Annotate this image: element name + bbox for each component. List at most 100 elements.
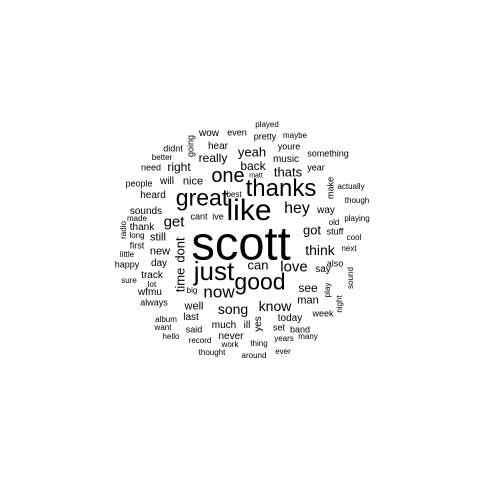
word-much: much	[211, 320, 237, 331]
word-think: think	[305, 242, 335, 258]
word-year: year	[307, 162, 325, 173]
word-will: will	[160, 176, 174, 187]
word-song: song	[217, 301, 249, 317]
word-sound: sound	[346, 267, 355, 289]
word-now: now	[203, 282, 235, 302]
word-know: know	[258, 298, 292, 314]
word-hear: hear	[207, 141, 229, 152]
word-see: see	[298, 281, 318, 295]
word-lot: lot	[147, 280, 157, 289]
word-pretty: pretty	[253, 131, 277, 142]
word-yes: yes	[253, 316, 264, 332]
word-work: work	[221, 340, 239, 349]
word-thought: thought	[198, 348, 226, 357]
word-last: last	[183, 312, 199, 323]
word-playing: playing	[344, 214, 370, 223]
word-new: new	[149, 245, 171, 258]
word-best: best	[226, 190, 242, 199]
word-cant: cant	[190, 211, 208, 222]
word-ill: ill	[243, 320, 251, 331]
word-always: always	[140, 297, 168, 308]
word-first: first	[129, 240, 145, 251]
word-wfmu: wfmu	[138, 287, 162, 298]
word-stuff: stuff	[326, 226, 344, 237]
word-today: today	[277, 313, 303, 324]
word-never: never	[218, 331, 244, 342]
word-scott: scott	[191, 216, 291, 270]
word-really: really	[198, 151, 228, 165]
word-like: like	[226, 194, 272, 227]
word-also: also	[326, 258, 344, 269]
word-said: said	[185, 324, 203, 335]
word-happy: happy	[114, 259, 140, 270]
word-old: old	[328, 218, 340, 227]
word-hello: hello	[162, 332, 180, 341]
word-heard: heard	[140, 190, 166, 201]
word-hey: hey	[284, 200, 310, 217]
word-set: set	[272, 322, 286, 333]
word-played: played	[255, 120, 279, 129]
word-matt: matt	[249, 172, 263, 180]
word-actually: actually	[337, 182, 365, 191]
word-play: play	[323, 282, 332, 298]
word-thanks: thanks	[245, 175, 317, 202]
word-want: want	[154, 323, 172, 332]
word-make: make	[325, 176, 336, 200]
word-record: record	[188, 336, 212, 345]
word-get: get	[163, 213, 185, 231]
word-around: around	[241, 351, 267, 360]
word-need: need	[140, 162, 162, 173]
word-ever: ever	[275, 347, 291, 356]
word-dont: dont	[172, 237, 188, 263]
word-man: man	[297, 294, 319, 307]
word-week: week	[312, 308, 334, 319]
word-made: made	[126, 214, 148, 223]
word-got: got	[302, 222, 322, 238]
word-big: big	[186, 286, 198, 295]
word-time: time	[172, 267, 188, 293]
word-way: way	[317, 205, 335, 216]
word-maybe: maybe	[282, 131, 308, 140]
word-wow: wow	[198, 128, 220, 139]
word-ive: ive	[212, 211, 224, 222]
word-album: album	[155, 315, 177, 324]
word-can: can	[247, 257, 269, 273]
word-great: great	[175, 184, 229, 211]
word-next: next	[341, 244, 357, 253]
word-day: day	[150, 258, 168, 269]
word-cool: cool	[346, 233, 362, 242]
word-well: well	[184, 300, 204, 313]
word-sure: sure	[121, 276, 137, 285]
word-many: many	[298, 332, 318, 341]
word-track: track	[141, 270, 163, 281]
word-back: back	[240, 159, 266, 173]
word-youre: youre	[277, 141, 301, 152]
word-radio: radio	[119, 221, 128, 239]
word-good: good	[234, 268, 286, 295]
word-years: years	[274, 334, 294, 343]
word-going: going	[185, 134, 196, 158]
word-night: night	[335, 295, 344, 313]
word-better: better	[151, 153, 173, 162]
word-say: say	[315, 264, 331, 275]
word-thing: thing	[250, 339, 268, 348]
word-didnt: didnt	[163, 143, 183, 154]
word-long: long	[129, 231, 145, 240]
word-something: something	[307, 148, 349, 159]
word-yeah: yeah	[237, 144, 267, 160]
word-just: just	[193, 256, 235, 286]
word-nice: nice	[182, 175, 204, 188]
word-one: one	[211, 165, 245, 187]
word-people: people	[125, 178, 153, 189]
word-thats: thats	[273, 164, 303, 180]
word-little: little	[119, 250, 135, 259]
word-right: right	[167, 160, 191, 174]
word-love: love	[280, 258, 308, 276]
word-though: though	[344, 196, 370, 205]
word-still: still	[150, 231, 166, 244]
word-band: band	[289, 324, 311, 335]
word-thank: thank	[129, 222, 155, 233]
word-even: even	[227, 127, 247, 138]
word-music: music	[272, 154, 300, 165]
word-sounds: sounds	[129, 206, 163, 217]
